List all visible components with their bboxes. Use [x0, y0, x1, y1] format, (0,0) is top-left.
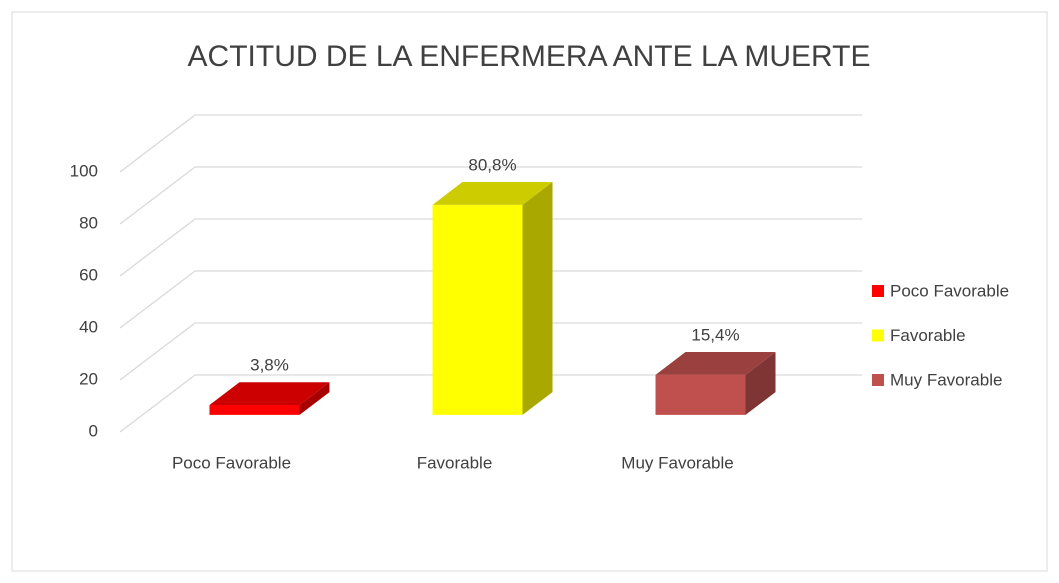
legend-swatch	[872, 285, 884, 297]
legend-swatch	[872, 329, 884, 342]
legend-label: Favorable	[890, 326, 966, 345]
data-label: 80,8%	[468, 156, 516, 175]
y-tick-label: 60	[79, 265, 98, 284]
y-tick-label: 40	[79, 317, 98, 336]
bar-side	[299, 382, 330, 415]
bar-side	[745, 352, 776, 415]
legend-label: Poco Favorable	[890, 281, 1009, 300]
legend-label: Muy Favorable	[890, 370, 1002, 389]
grid-line	[119, 114, 862, 173]
bar-front	[209, 405, 300, 415]
y-tick-label: 20	[79, 369, 98, 388]
legend-swatch	[872, 374, 884, 386]
bar-front	[655, 374, 746, 415]
y-tick-label: 0	[89, 421, 98, 440]
bar	[655, 352, 776, 415]
x-tick-label: Favorable	[417, 453, 493, 472]
data-label: 15,4%	[691, 326, 739, 345]
bar-top	[655, 352, 776, 375]
grid-line	[119, 166, 862, 225]
grid-line	[119, 322, 862, 381]
y-tick-label: 80	[79, 213, 98, 232]
bar	[209, 382, 330, 415]
bar	[432, 182, 553, 415]
grid-line	[119, 374, 862, 433]
y-tick-label: 100	[70, 161, 98, 180]
x-tick-label: Muy Favorable	[621, 453, 733, 472]
grid-line	[119, 270, 862, 329]
bar-front	[432, 204, 523, 415]
bar-top	[432, 182, 553, 205]
data-label: 3,8%	[250, 356, 289, 375]
x-tick-label: Poco Favorable	[172, 453, 291, 472]
bar-side	[522, 182, 553, 415]
bar-top	[209, 382, 330, 406]
grid-line	[119, 218, 862, 277]
chart-title: ACTITUD DE LA ENFERMERA ANTE LA MUERTE	[188, 40, 871, 73]
